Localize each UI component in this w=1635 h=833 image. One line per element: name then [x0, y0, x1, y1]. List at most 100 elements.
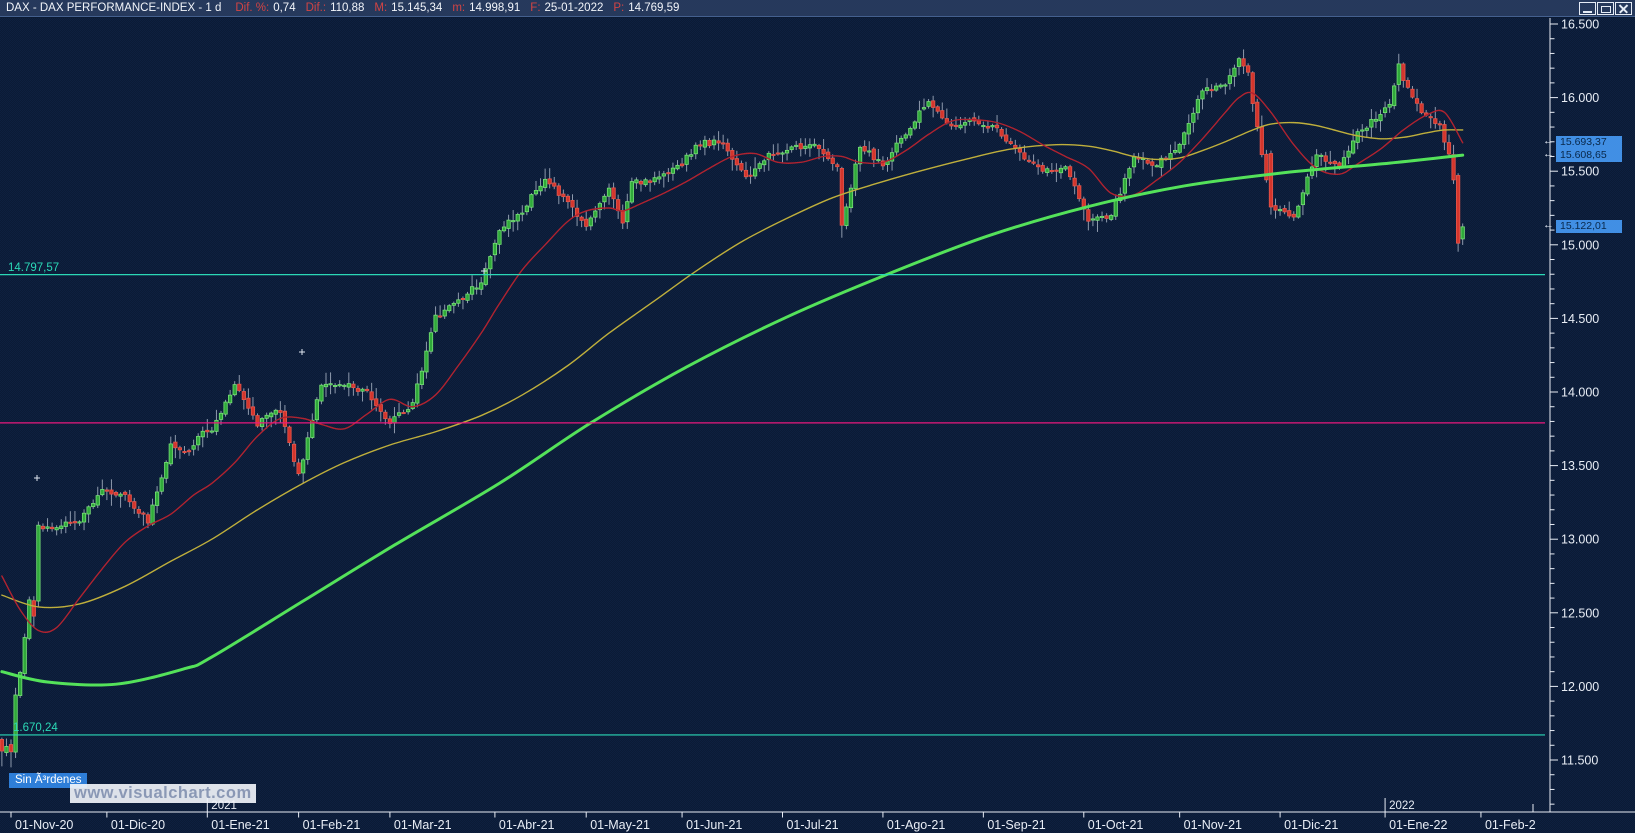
candle: [1008, 141, 1013, 144]
candle: [264, 414, 269, 419]
x-tick-label: 01-Ene-21: [211, 818, 269, 832]
candle: [775, 152, 781, 155]
x-tick-label: 01-Dic-20: [111, 818, 165, 832]
candle: [652, 177, 657, 183]
candle: [346, 383, 351, 388]
candle: [237, 383, 242, 391]
candle: [1405, 79, 1411, 88]
candle: [360, 388, 365, 392]
candle: [387, 418, 393, 424]
candle: [862, 146, 867, 152]
candle: [232, 384, 237, 396]
title-bar[interactable]: DAX - DAX PERFORMANCE-INDEX - 1 d Dif. %…: [0, 0, 1635, 17]
candle: [835, 164, 840, 168]
candle: [200, 430, 205, 438]
candle: [1195, 99, 1201, 114]
candle: [1049, 170, 1054, 173]
candle: [1255, 101, 1260, 128]
candle: [68, 521, 73, 524]
candle: [1191, 112, 1196, 123]
stat-max: M: 15.145,34: [374, 2, 443, 14]
y-tick-label: 15.000: [1561, 238, 1599, 252]
candle: [670, 167, 676, 174]
candle: [1319, 154, 1324, 157]
candle: [1296, 205, 1301, 218]
price-tag-label: 15.608,65: [1560, 149, 1607, 161]
candle: [1346, 150, 1351, 158]
candle: [816, 144, 822, 149]
candle: [246, 397, 251, 409]
candle: [351, 383, 356, 389]
candle: [556, 185, 561, 196]
candle: [1131, 156, 1137, 168]
x-tick-label: 01-Sep-21: [987, 818, 1045, 832]
candle: [711, 139, 717, 146]
candle: [1291, 213, 1296, 218]
candle: [1182, 132, 1187, 145]
candle: [8, 744, 14, 753]
candle: [689, 154, 694, 157]
candle: [830, 157, 835, 164]
candle: [684, 154, 689, 165]
candle: [1378, 114, 1383, 122]
price-tag-red-ma: ← 15.693,37: [1543, 135, 1622, 149]
candle: [848, 187, 854, 209]
candle: [474, 287, 479, 290]
candle: [1218, 84, 1223, 88]
candle: [173, 441, 178, 449]
candle: [0, 738, 4, 752]
candle: [524, 205, 529, 213]
candle: [392, 416, 397, 424]
candle: [378, 404, 383, 412]
price-arrow-icon: ←: [1543, 219, 1554, 231]
candle: [730, 150, 735, 160]
candle: [314, 399, 319, 421]
candle: [223, 401, 228, 415]
candle: [1364, 127, 1369, 131]
candle: [606, 187, 612, 197]
candle: [1382, 107, 1388, 114]
candle: [1332, 160, 1337, 165]
plot-area[interactable]: [0, 49, 1545, 768]
minimize-icon[interactable]: [1579, 1, 1596, 15]
x-axis[interactable]: 01-Nov-20 01-Dic-20 01-Ene-21 01-Feb-21 01-M…: [0, 798, 1635, 832]
candle: [177, 447, 183, 451]
close-icon[interactable]: [1615, 1, 1632, 15]
candle: [784, 149, 790, 154]
candle: [154, 491, 160, 506]
y-axis[interactable]: 16.500 16.000 15.500 15.000 14.500 14.000 13.5…: [1549, 18, 1599, 812]
candle: [218, 412, 224, 420]
candle: [319, 384, 324, 402]
candle: [310, 419, 315, 438]
candle: [81, 512, 87, 523]
candle: [748, 174, 753, 177]
candle: [447, 305, 452, 312]
candle: [506, 219, 511, 229]
candle: [104, 489, 109, 492]
candle: [638, 181, 644, 185]
candle: [547, 178, 552, 185]
candle: [584, 218, 589, 227]
candle: [1241, 58, 1246, 67]
restore-icon[interactable]: [1597, 1, 1614, 15]
stat-p: P: 14.769,59: [613, 2, 680, 14]
candle: [424, 350, 429, 373]
candle: [419, 370, 424, 385]
candlestick-chart[interactable]: 16.500 16.000 15.500 15.000 14.500 14.000 13.5…: [0, 18, 1635, 833]
candle: [1442, 124, 1447, 143]
candle: [597, 203, 602, 211]
candle: [433, 314, 438, 332]
candle: [994, 124, 1000, 129]
candle: [520, 212, 525, 215]
candle: [935, 106, 940, 112]
x-tick-label: 01-May-21: [590, 818, 650, 832]
candle: [1045, 168, 1050, 174]
stat-dif-pct: Dif. %: 0,74: [235, 2, 296, 14]
candle: [1282, 208, 1287, 213]
candle: [374, 398, 379, 406]
candle: [721, 142, 726, 145]
candle: [1433, 118, 1438, 124]
candle: [479, 282, 484, 290]
candle: [72, 521, 78, 524]
candle: [241, 391, 246, 400]
